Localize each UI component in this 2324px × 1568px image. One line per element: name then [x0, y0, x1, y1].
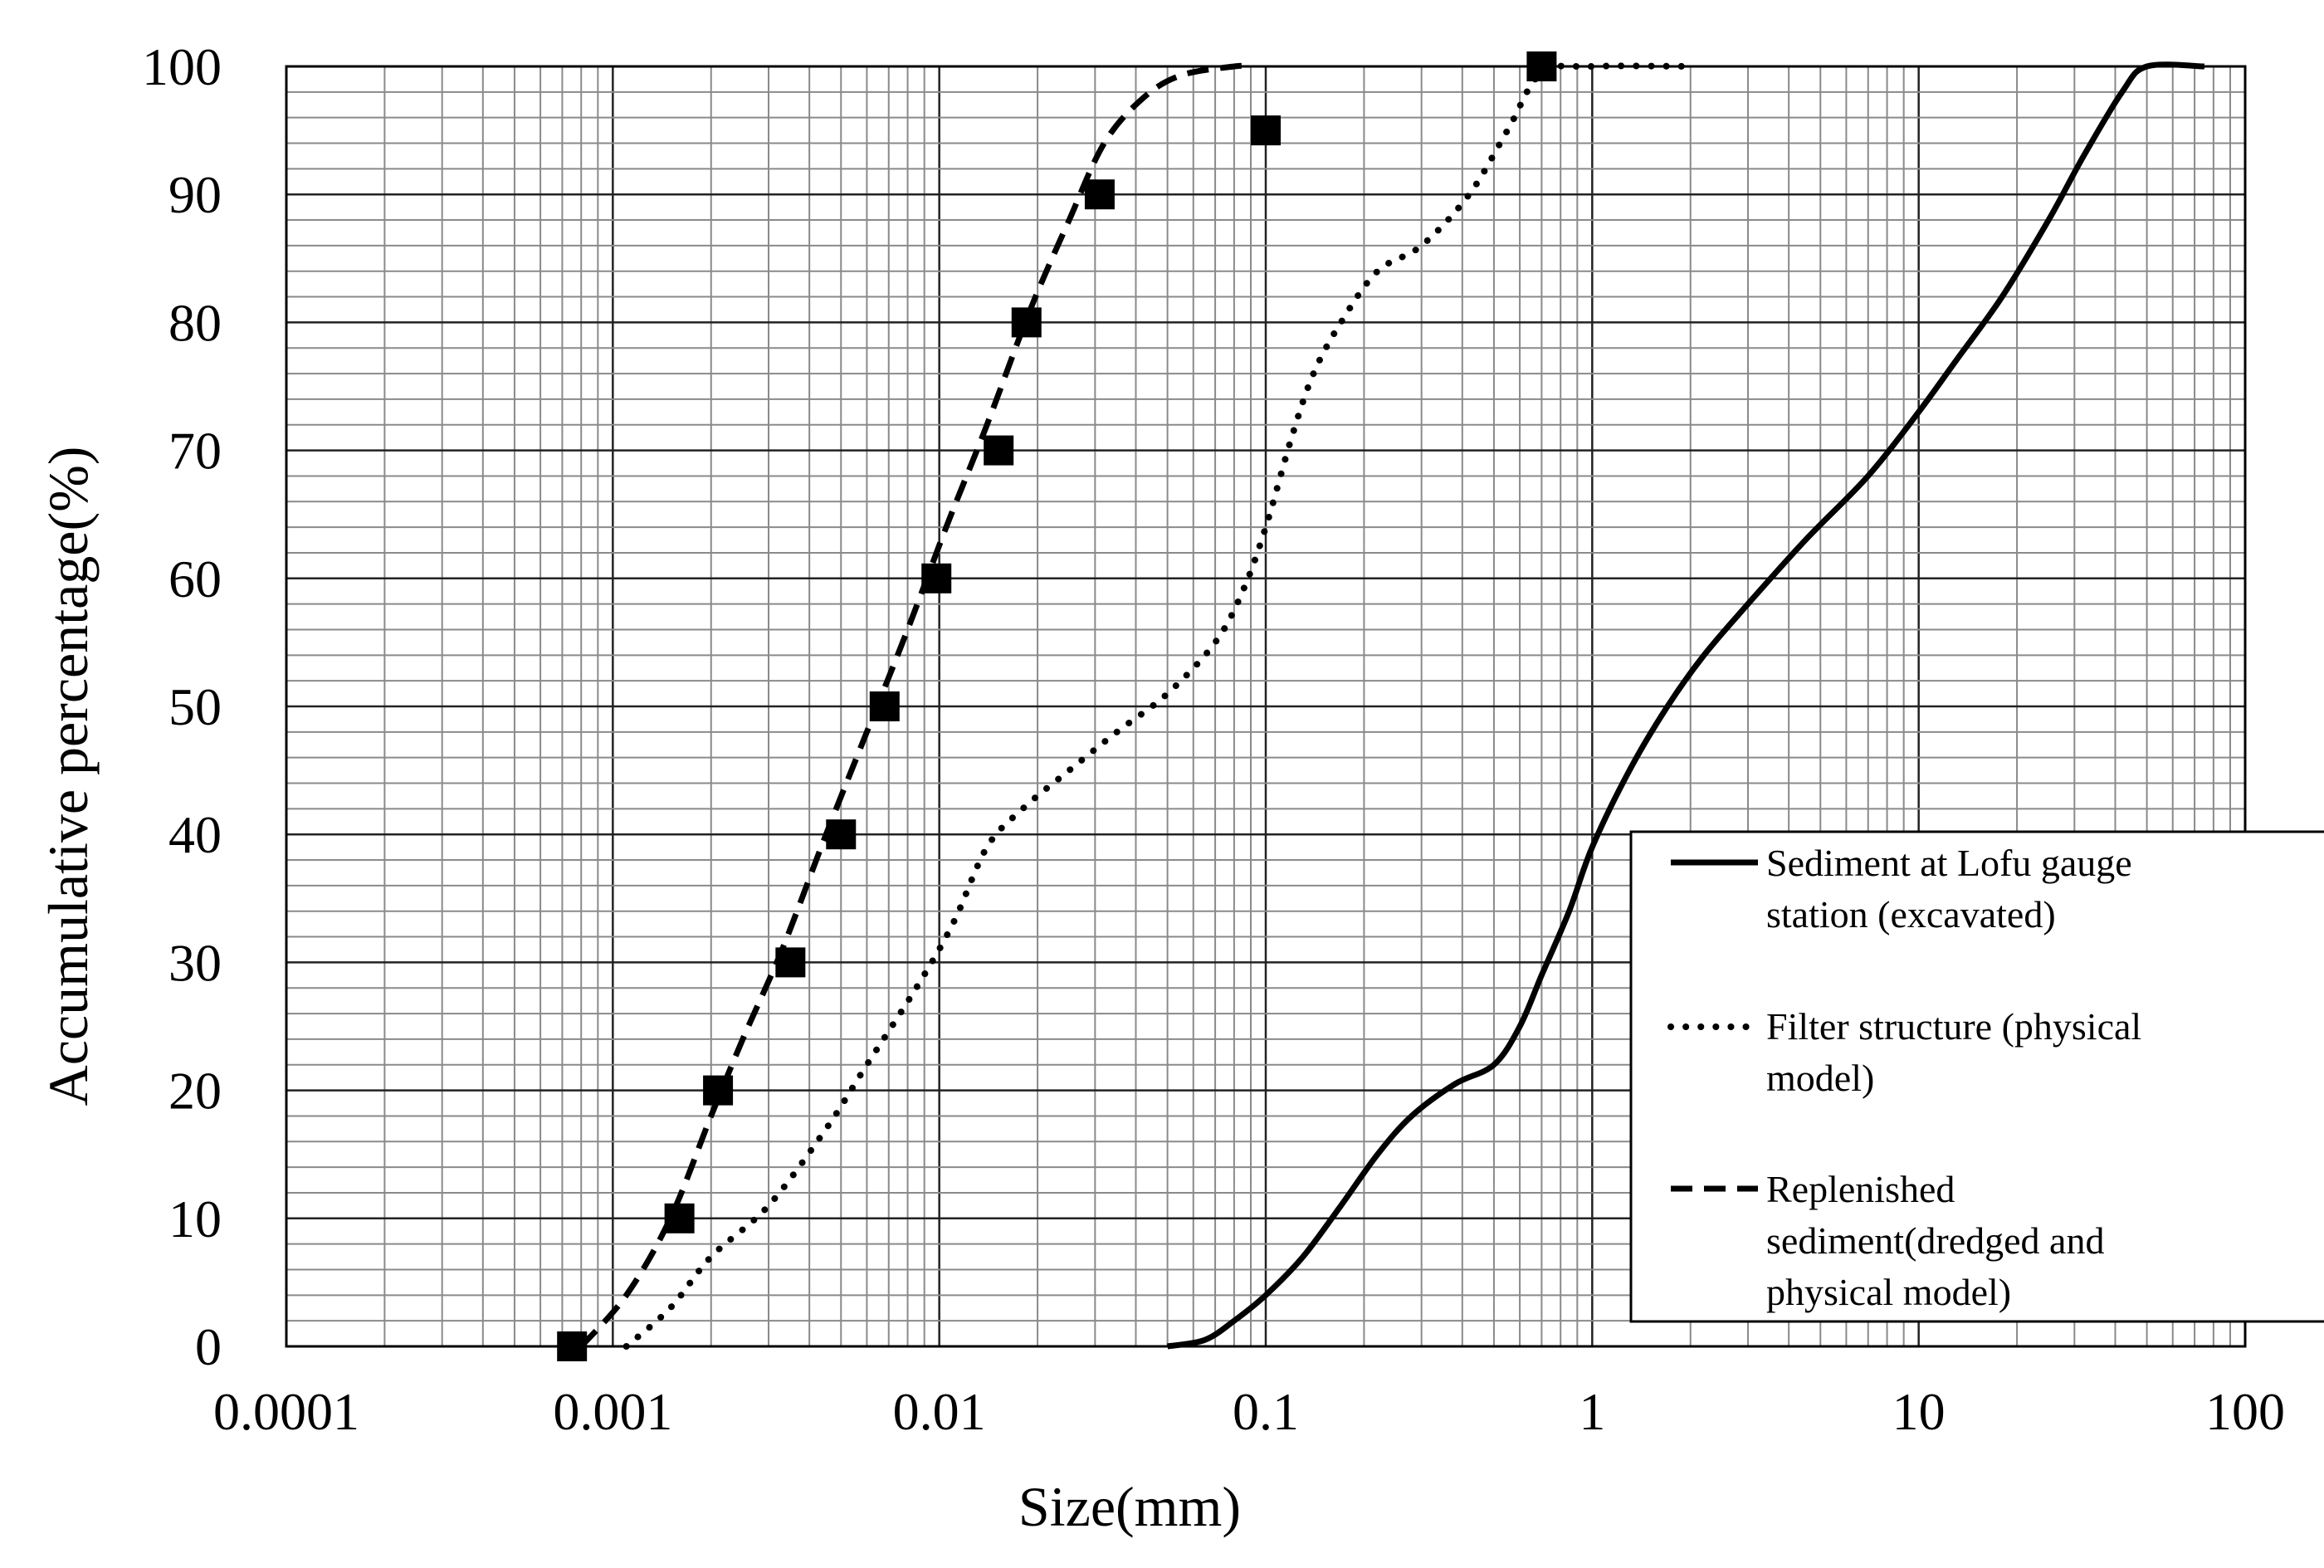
- data-marker-square: [703, 1075, 734, 1106]
- x-tick-label: 100: [2205, 1382, 2285, 1441]
- plot-frame: [285, 65, 2247, 1348]
- y-tick-label: 80: [168, 293, 222, 352]
- svg-text:Sediment at Lofu gauge sta: Sediment at Lofu gauge station (excavate…: [1766, 842, 2141, 935]
- data-marker-square: [775, 947, 806, 978]
- data-marker-square: [664, 1203, 695, 1233]
- legend-label-replenished: Replenished: [1766, 1168, 1955, 1210]
- x-axis-title: Size(mm): [1018, 1475, 1241, 1538]
- data-marker-square: [1251, 115, 1281, 146]
- x-tick-label: 0.1: [1233, 1382, 1299, 1441]
- y-tick-label: 10: [168, 1189, 222, 1248]
- x-tick-label: 0.001: [553, 1382, 672, 1441]
- y-tick-label: 20: [168, 1062, 222, 1121]
- legend: Sediment at Lofu gauge station (excavate…: [1629, 830, 2324, 1323]
- series-line-replenished: [579, 62, 1252, 1349]
- y-tick-label: 0: [195, 1317, 222, 1376]
- legend-label-line: physical model): [1766, 1271, 2011, 1313]
- series-line-excavated: [1167, 61, 2204, 1350]
- y-axis-title: Accumulative percentage(%): [37, 447, 100, 1106]
- y-tick-label: 40: [168, 805, 222, 864]
- svg-text:Replenished sediment(dredg: Replenished sediment(dredged and physical…: [1766, 1168, 2104, 1313]
- data-marker-square: [921, 563, 952, 593]
- x-tick-label: 0.0001: [213, 1382, 359, 1441]
- data-marker-square: [1011, 307, 1042, 338]
- x-tick-label: 10: [1892, 1382, 1946, 1441]
- data-marker-square: [1084, 179, 1115, 210]
- data-marker-square: [984, 435, 1014, 466]
- x-tick-labels: 0.0001 0.001 0.01 0.1 1 10 100: [213, 1382, 2285, 1441]
- markers-layer: [557, 51, 1557, 1361]
- legend-label-filter: Filter structure (physical: [1766, 1005, 2141, 1048]
- legend-label-line: station (excavated): [1766, 893, 2056, 935]
- x-tick-label: 0.01: [893, 1382, 986, 1441]
- y-tick-label: 30: [168, 933, 222, 992]
- y-tick-label: 70: [168, 422, 222, 481]
- legend-label-excavated: Sediment at Lofu gauge: [1766, 842, 2132, 884]
- y-tick-label: 100: [142, 37, 222, 96]
- y-tick-label: 50: [168, 677, 222, 736]
- legend-box: [1629, 830, 2324, 1323]
- legend-label-line: model): [1766, 1057, 1874, 1099]
- series-line-filter: [622, 62, 1694, 1350]
- y-tick-labels: 0 10 20 30 40 50 60 70 80 90 100: [142, 37, 222, 1376]
- y-tick-label: 60: [168, 550, 222, 608]
- legend-label-line: sediment(dredged and: [1766, 1219, 2104, 1262]
- y-tick-label: 90: [168, 165, 222, 224]
- x-tick-label: 1: [1579, 1382, 1605, 1441]
- data-marker-square: [826, 819, 857, 850]
- data-marker-square: [869, 691, 900, 721]
- svg-text:Filter structure (physical: Filter structure (physical model): [1766, 1005, 2151, 1099]
- series-layer: [579, 61, 2204, 1350]
